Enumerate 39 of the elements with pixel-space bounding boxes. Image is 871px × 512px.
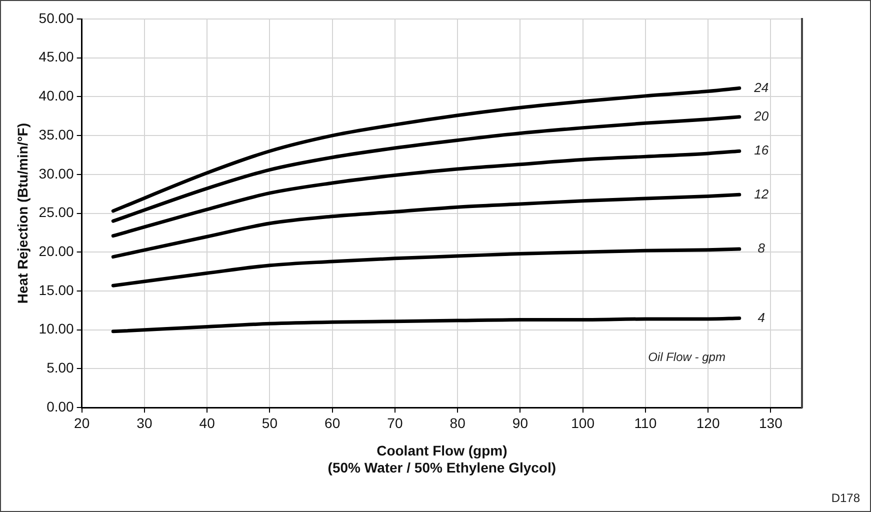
y-axis-title: Heat Rejection (Btu/min/°F) <box>14 122 30 304</box>
line-series <box>111 316 742 334</box>
y-tick-label: 20.00 <box>38 243 74 260</box>
x-tick-label: 80 <box>450 414 466 431</box>
series-label: 8 <box>758 240 766 256</box>
line-series <box>111 247 742 288</box>
series-label: 20 <box>753 108 770 124</box>
series-label: 4 <box>758 310 765 325</box>
y-tick-label: 5.00 <box>46 360 74 376</box>
series-label: 24 <box>753 80 769 95</box>
y-tick-label: 40.00 <box>38 88 74 104</box>
y-tick-label: 0.00 <box>46 398 74 414</box>
line-series <box>111 149 742 238</box>
y-tick-label: 30.00 <box>38 165 74 182</box>
annotation: Oil Flow - gpm <box>648 350 726 364</box>
line-series <box>111 115 742 223</box>
x-tick-label: 30 <box>136 414 152 431</box>
y-tick-label: 25.00 <box>38 204 74 220</box>
x-tick-label: 40 <box>199 414 216 431</box>
y-tick-label: 10.00 <box>38 320 74 337</box>
x-tick-label: 130 <box>759 414 783 431</box>
series-label: 16 <box>754 142 770 158</box>
line-series <box>111 192 742 259</box>
x-tick-label: 100 <box>571 414 595 431</box>
x-axis-title: Coolant Flow (gpm) (50% Water / 50% Ethylene Glycol) <box>328 442 556 476</box>
y-tick-label: 35.00 <box>38 126 74 142</box>
text: D178 <box>831 491 860 505</box>
x-tick-label: 20 <box>74 414 90 431</box>
x-tick-label: 70 <box>387 414 403 431</box>
y-tick-label: 50.00 <box>38 10 74 26</box>
x-tick-label: 110 <box>634 414 657 431</box>
x-tick-label: 90 <box>512 414 528 431</box>
line-series <box>111 86 742 213</box>
y-tick-label: 15.00 <box>38 282 74 298</box>
x-tick-label: 120 <box>696 414 720 431</box>
x-tick-label: 60 <box>324 414 340 431</box>
y-tick-label: 45.00 <box>38 48 74 65</box>
series-label: 12 <box>754 186 770 202</box>
x-tick-label: 50 <box>262 414 278 431</box>
